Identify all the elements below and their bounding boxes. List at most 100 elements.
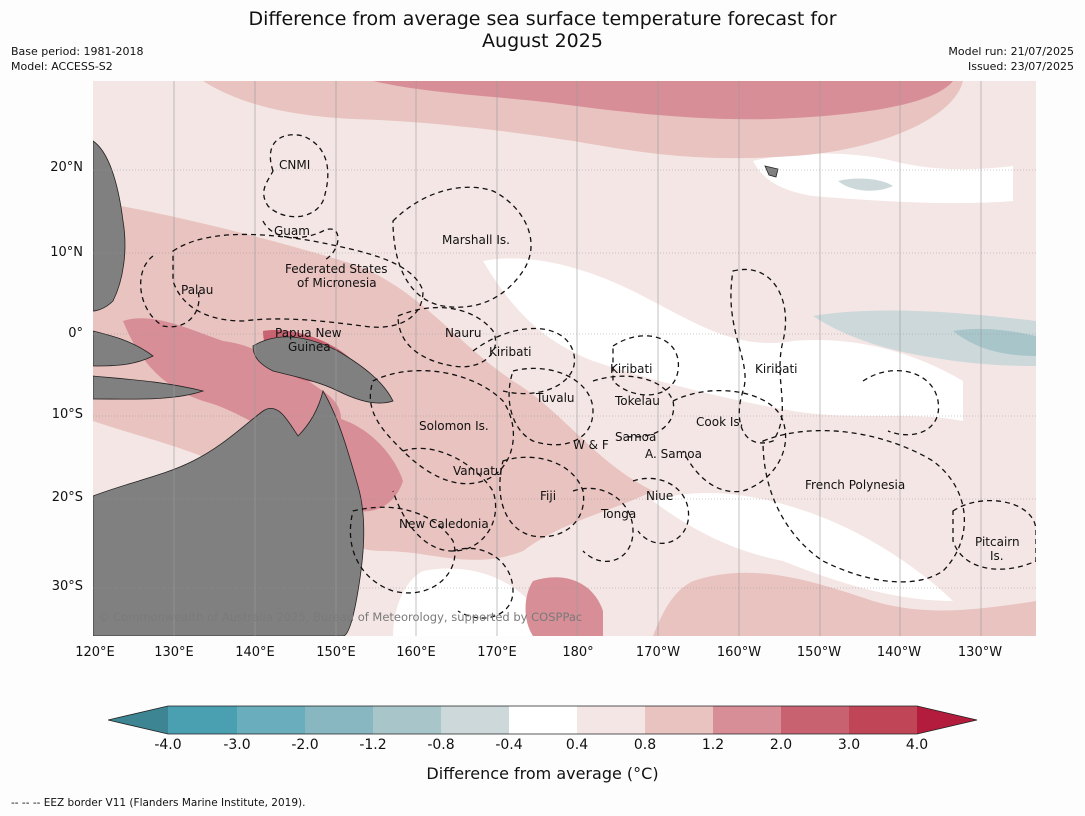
label-tonga: Tonga: [601, 507, 637, 521]
lon-label-140e: 140°E: [235, 645, 275, 660]
issued-date: Issued: 23/07/2025: [967, 60, 1074, 73]
land-new-guinea: [252, 336, 394, 404]
label-fsm-1: Federated States: [285, 262, 388, 276]
base-period: Base period: 1981-2018: [11, 45, 144, 58]
colorbar-cell-6: [509, 706, 577, 734]
eez-niue: [632, 477, 690, 544]
eez-guam: [262, 220, 339, 262]
land-lesser-sunda: [93, 375, 205, 400]
eez-cnmi: [263, 134, 329, 218]
anomaly-warm-south: [653, 572, 1036, 636]
colorbar-cell-4: [373, 706, 441, 734]
anomaly-hot-north: [373, 81, 953, 120]
lon-label-180: 180°: [562, 645, 594, 660]
lon-label-160w: 160°W: [716, 645, 762, 660]
eez-kiribati-c: [612, 335, 679, 396]
eez-new-caledonia: [349, 506, 456, 594]
label-french-polynesia: French Polynesia: [805, 478, 906, 492]
lat-label-20s: 20°S: [51, 490, 83, 505]
eez-cook: [672, 389, 787, 493]
label-palau: Palau: [181, 283, 214, 297]
colorbar-cell-10: [781, 706, 849, 734]
label-pitcairn-2: Is.: [990, 549, 1004, 563]
colorbar-label-9: 1.2: [701, 737, 725, 753]
meta-right: Model run: 21/07/2025 Issued: 23/07/2025: [948, 44, 1074, 74]
label-niue: Niue: [646, 489, 674, 503]
lon-label-170w: 170°W: [635, 645, 681, 660]
colorbar-label-11: 3.0: [837, 737, 861, 753]
anomaly-hot-png: [123, 318, 342, 441]
eez-tonga: [572, 487, 634, 562]
eez-french-polynesia: [762, 429, 965, 583]
colorbar-label-4: -1.2: [359, 737, 387, 753]
model-run: Model run: 21/07/2025: [948, 45, 1074, 58]
label-tokelau: Tokelau: [615, 394, 660, 408]
anomaly-cool-hawaii: [838, 178, 893, 191]
anomaly-zone-white-sw: [393, 568, 543, 636]
eez-solomon: [369, 370, 515, 485]
colorbar-cell-1: [168, 706, 237, 734]
lat-label-30s: 30°S: [51, 579, 83, 594]
colorbar-outline: [108, 705, 978, 735]
gridlines: [93, 81, 1036, 636]
map-canvas: CNMI Guam Marshall Is. Federated States …: [93, 81, 1036, 636]
lat-label-10n: 10°N: [50, 245, 83, 260]
colorbar-label-2: -3.0: [223, 737, 251, 753]
label-pitcairn-1: Pitcairn: [975, 535, 1020, 549]
model-name: Model: ACCESS-S2: [11, 60, 113, 73]
colorbar-label-10: 2.0: [769, 737, 793, 753]
map-svg: [93, 81, 1036, 636]
eez-kiribati-w: [472, 327, 576, 395]
label-marshall: Marshall Is.: [442, 233, 510, 247]
label-cook: Cook Is.: [696, 415, 744, 429]
anomaly-hot-south: [525, 577, 603, 636]
colorbar-cell-low-extend: [108, 706, 168, 734]
label-tuvalu: Tuvalu: [536, 391, 575, 405]
eez-vanuatu: [392, 447, 497, 552]
colorbar-label-12: 4.0: [905, 737, 929, 753]
label-american-samoa: A. Samoa: [645, 447, 702, 461]
anomaly-zone-white-south: [653, 492, 953, 601]
colorbar-label-8: 0.8: [633, 737, 657, 753]
label-solomon: Solomon Is.: [419, 419, 489, 433]
lon-label-130e: 130°E: [154, 645, 194, 660]
label-samoa: Samoa: [615, 430, 657, 444]
colorbar-label-6: -0.4: [495, 737, 523, 753]
colorbar-label-5: -0.8: [427, 737, 455, 753]
colorbar-label-7: 0.4: [565, 737, 589, 753]
label-png-1: Papua New: [275, 326, 342, 340]
label-wallis-futuna: W & F: [573, 438, 609, 452]
meta-left: Base period: 1981-2018 Model: ACCESS-S2: [11, 44, 143, 74]
eez-palau: [140, 255, 200, 328]
eez-fiji: [499, 456, 585, 538]
eez-marquesas: [862, 369, 940, 436]
lon-label-120e: 120°E: [75, 645, 115, 660]
label-nauru: Nauru: [445, 326, 482, 340]
label-fiji: Fiji: [540, 489, 557, 503]
colorbar-cell-high-extend: [917, 706, 977, 734]
lon-label-160e: 160°E: [396, 645, 436, 660]
land-australia: [93, 389, 365, 636]
label-kiribati-east: Kiribati: [755, 362, 798, 376]
colorbar-cell-9: [713, 706, 781, 734]
colorbar-cell-11: [849, 706, 917, 734]
land-hawaii: [764, 165, 779, 178]
eez-norfolk: [452, 547, 514, 619]
lon-label-150w: 150°W: [796, 645, 842, 660]
label-guam: Guam: [274, 224, 310, 238]
eez-tuvalu: [508, 367, 594, 446]
eez-nauru: [397, 306, 497, 368]
lon-label-150e: 150°E: [316, 645, 356, 660]
label-kiribati-west: Kiribati: [489, 345, 532, 359]
lon-label-130w: 130°W: [957, 645, 1003, 660]
anomaly-cool-east: [813, 310, 1036, 366]
colorbar-label-3: -2.0: [291, 737, 319, 753]
lon-label-140w: 140°W: [876, 645, 922, 660]
label-new-caledonia: New Caledonia: [399, 517, 489, 531]
eez-marshall: [392, 186, 532, 308]
title-line-1: Difference from average sea surface temp…: [248, 8, 837, 30]
eez-tokelau: [592, 375, 675, 438]
label-fsm-2: of Micronesia: [297, 276, 377, 290]
anomaly-cool-core: [953, 328, 1036, 356]
eez-borders: [140, 134, 1036, 619]
